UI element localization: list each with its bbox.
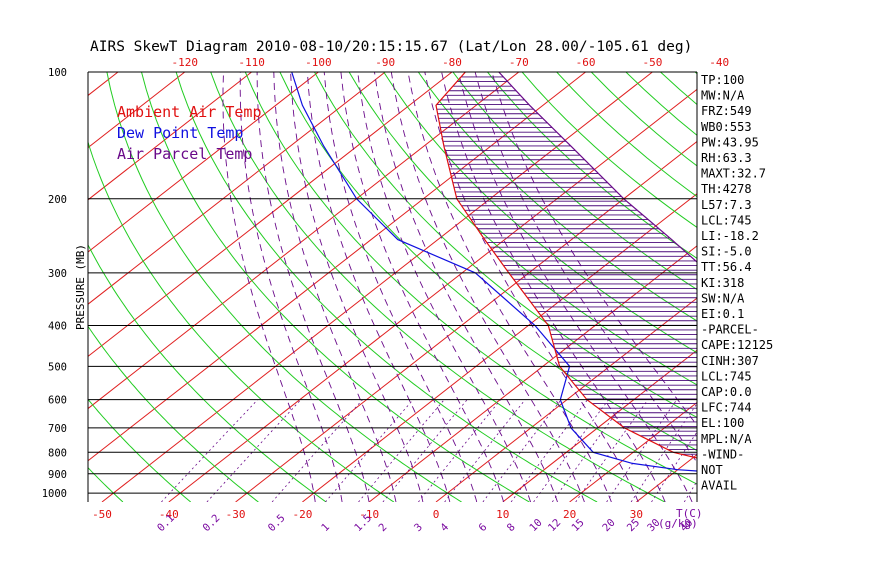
dry-adiabat-line (764, 72, 870, 502)
pressure-tick-label: 1000 (42, 488, 67, 500)
mixing-ratio-line (418, 400, 500, 502)
mixing-ratio-line (576, 400, 648, 502)
top-temp-tick-label: -40 (709, 56, 729, 69)
stability-index: MAXT:32.7 (701, 167, 766, 181)
dry-adiabat-line (661, 72, 870, 502)
pressure-tick-label: 200 (48, 194, 67, 206)
mixing-ratio-label: 0.5 (266, 512, 288, 534)
dry-adiabat-line (799, 72, 870, 502)
stability-index: L57:7.3 (701, 198, 752, 212)
stability-index: MW:N/A (701, 89, 745, 103)
stability-index: FRZ:549 (701, 104, 752, 118)
bottom-temp-tick-label: 0 (433, 508, 440, 521)
pressure-tick-label: 900 (48, 469, 67, 481)
stability-index: CINH:307 (701, 354, 759, 368)
stability-index: CAP:0.0 (701, 385, 752, 399)
stability-index: PW:43.95 (701, 135, 759, 149)
mixing-ratio-line (383, 400, 467, 502)
top-temp-tick-label: -80 (442, 56, 462, 69)
isotherm-line (0, 72, 51, 502)
mixing-ratio-label: 20 (600, 517, 617, 534)
pressure-tick-label: 800 (48, 447, 67, 459)
bottom-temp-tick-label: 20 (563, 508, 576, 521)
isotherm-line (770, 72, 870, 502)
top-temp-tick-label: -60 (576, 56, 596, 69)
mixing-ratio-label: 6 (477, 521, 490, 534)
isotherm-line (302, 72, 852, 502)
dry-adiabat-line (522, 72, 870, 502)
stability-index: KI:318 (701, 276, 744, 290)
mixing-ratio-label: 4 (438, 521, 451, 534)
pressure-tick-label: 600 (48, 395, 67, 407)
mixing-ratio-label: 8 (505, 521, 518, 534)
stability-index: LFC:744 (701, 401, 752, 415)
dry-adiabat-line (0, 72, 55, 502)
legend-ambient-temp: Ambient Air Temp (117, 103, 262, 121)
stability-index: NOT (701, 463, 723, 477)
text-layer: AIRS SkewT Diagram 2010-08-10/20:15:15.6… (42, 39, 774, 534)
pressure-tick-label: 700 (48, 423, 67, 435)
moist-adiabat-line (257, 72, 369, 502)
stability-index: -PARCEL- (701, 323, 759, 337)
stability-index: SI:-5.0 (701, 245, 752, 259)
profile-layer (292, 72, 754, 493)
mixing-ratio-line (161, 400, 257, 502)
stability-index: LCL:745 (701, 369, 752, 383)
mixing-ratio-label: 1 (319, 521, 332, 534)
mixing-ratio-line (607, 400, 677, 502)
ambient-temp-line (436, 72, 739, 493)
mixing-ratio-label: 0.2 (201, 512, 223, 534)
stability-index: MPL:N/A (701, 432, 752, 446)
stability-index: CAPE:12125 (701, 338, 773, 352)
bottom-temp-tick-label: -20 (292, 508, 312, 521)
legend-air-parcel: Air Parcel Temp (117, 145, 252, 163)
top-temp-tick-label: -110 (238, 56, 265, 69)
stability-index: LCL:745 (701, 213, 752, 227)
stability-index: EL:100 (701, 416, 744, 430)
bottom-temp-tick-label: -30 (226, 508, 246, 521)
y-axis-label: PRESSURE (MB) (74, 244, 87, 330)
stability-index: EI:0.1 (701, 307, 744, 321)
stability-index: RH:63.3 (701, 151, 752, 165)
mixing-ratio-line (534, 400, 609, 502)
mixing-ratio-line (207, 400, 301, 502)
top-temp-tick-label: -70 (509, 56, 529, 69)
mixing-ratio-label: 3 (412, 521, 425, 534)
stability-index: TT:56.4 (701, 260, 752, 274)
mixing-ratio-label: 2 (377, 521, 390, 534)
dry-adiabat-line (315, 72, 869, 502)
top-temp-tick-label: -100 (305, 56, 332, 69)
dry-adiabat-line (834, 72, 870, 502)
stability-index: WB0:553 (701, 120, 752, 134)
moist-adiabat-line (240, 72, 342, 502)
bottom-temp-tick-label: 10 (496, 508, 509, 521)
stability-index: TP:100 (701, 73, 744, 87)
stability-index: AVAIL (701, 479, 737, 493)
stability-index: -WIND- (701, 447, 744, 461)
bottom-temp-tick-label: -50 (92, 508, 112, 521)
stability-index: LI:-18.2 (701, 229, 759, 243)
top-temp-tick-label: -90 (375, 56, 395, 69)
isotherm-line (837, 72, 870, 502)
mixing-ratio-label: 10 (527, 517, 544, 534)
mixing-ratio-label: 12 (546, 517, 563, 534)
pressure-tick-label: 300 (48, 268, 67, 280)
legend-dew-point: Dew Point Temp (117, 124, 243, 142)
mixing-ratio-line (359, 400, 445, 502)
chart-title: AIRS SkewT Diagram 2010-08-10/20:15:15.6… (90, 39, 692, 55)
stability-index: TH:4278 (701, 182, 752, 196)
isotherm-line (0, 72, 118, 502)
stability-index: SW:N/A (701, 291, 745, 305)
pressure-tick-label: 100 (48, 67, 67, 79)
top-temp-tick-label: -50 (642, 56, 662, 69)
dry-adiabat-line (0, 72, 123, 502)
top-temp-tick-label: -120 (172, 56, 199, 69)
pressure-tick-label: 400 (48, 321, 67, 333)
pressure-tick-label: 500 (48, 361, 67, 373)
